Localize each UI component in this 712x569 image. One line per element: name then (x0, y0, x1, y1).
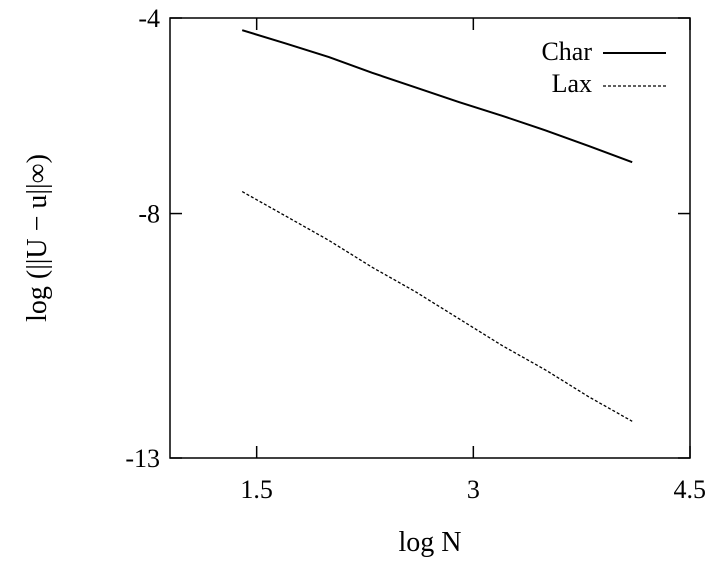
x-tick-label: 1.5 (240, 475, 273, 504)
x-tick-label: 3 (467, 475, 480, 504)
series-lines (241, 29, 633, 422)
y-axis-ticks: -4 -8 -13 (125, 4, 690, 473)
x-axis-label: log N (399, 527, 462, 558)
y-tick-label: -13 (125, 444, 160, 473)
legend-label-lax: Lax (552, 69, 592, 98)
x-tick-label: 4.5 (674, 475, 707, 504)
legend-label-char: Char (541, 37, 592, 66)
legend: Char Lax (541, 37, 666, 98)
y-tick-label: -4 (138, 4, 160, 33)
series-line-char (241, 29, 633, 164)
x-axis-ticks: 1.5 3 4.5 (240, 18, 706, 504)
series-line-lax (241, 191, 633, 422)
plot-frame (169, 17, 691, 459)
y-axis-label: log (||U − u||∞) (22, 154, 53, 322)
y-tick-label: -8 (138, 200, 160, 229)
